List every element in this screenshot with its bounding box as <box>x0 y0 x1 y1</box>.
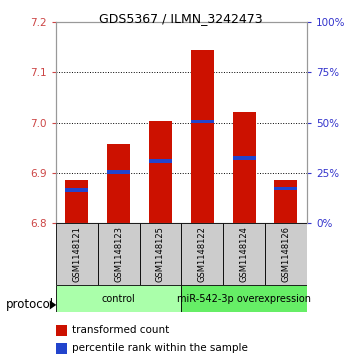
Bar <box>149 159 172 163</box>
Bar <box>149 121 172 223</box>
Text: GSM1148123: GSM1148123 <box>114 226 123 282</box>
Bar <box>107 170 130 174</box>
Text: GSM1148122: GSM1148122 <box>198 226 207 282</box>
Text: GSM1148121: GSM1148121 <box>72 226 81 282</box>
Text: GSM1148125: GSM1148125 <box>156 226 165 282</box>
Bar <box>140 223 181 285</box>
Text: protocol: protocol <box>5 298 53 311</box>
Bar <box>56 343 67 354</box>
Polygon shape <box>50 301 56 309</box>
Text: GSM1148124: GSM1148124 <box>240 226 249 282</box>
Bar <box>107 144 130 223</box>
Text: GDS5367 / ILMN_3242473: GDS5367 / ILMN_3242473 <box>99 12 262 25</box>
Bar <box>65 188 88 192</box>
Text: GSM1148126: GSM1148126 <box>282 226 291 282</box>
Bar <box>223 223 265 285</box>
Bar <box>181 285 307 312</box>
Bar <box>191 50 214 223</box>
Bar <box>274 187 297 190</box>
Bar <box>65 180 88 223</box>
Bar <box>56 285 181 312</box>
Bar <box>181 223 223 285</box>
Bar <box>232 113 256 223</box>
Bar <box>191 120 214 123</box>
Text: percentile rank within the sample: percentile rank within the sample <box>72 343 248 354</box>
Bar <box>274 180 297 223</box>
Bar <box>56 223 98 285</box>
Bar <box>232 156 256 159</box>
Text: control: control <box>102 294 135 303</box>
Text: miR-542-3p overexpression: miR-542-3p overexpression <box>177 294 311 303</box>
Bar <box>265 223 307 285</box>
Bar <box>98 223 140 285</box>
Text: transformed count: transformed count <box>72 325 169 335</box>
Bar <box>56 325 67 336</box>
